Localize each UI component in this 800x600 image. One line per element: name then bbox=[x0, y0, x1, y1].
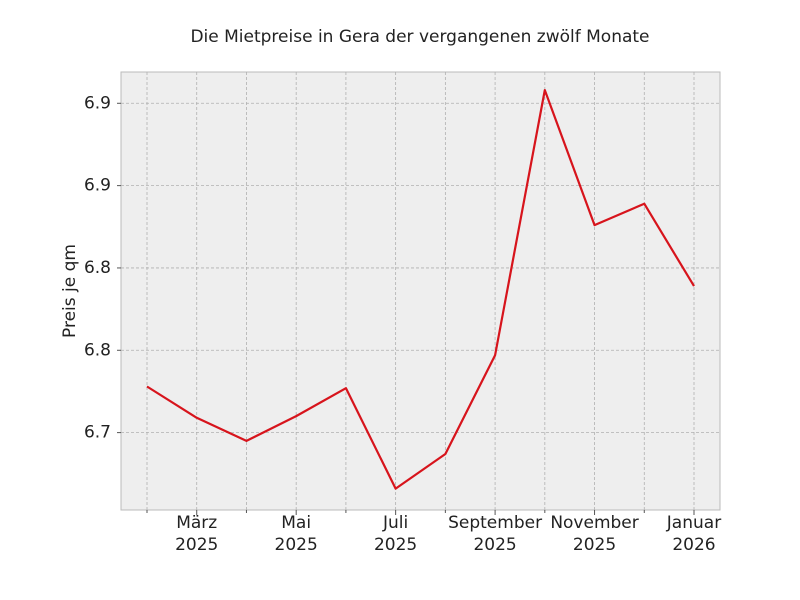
x-tick-label: Juli 2025 bbox=[373, 513, 418, 555]
y-tick-label: 6.8 bbox=[84, 258, 111, 278]
x-tick-label: Januar 2026 bbox=[666, 513, 722, 555]
plot-area bbox=[120, 71, 721, 511]
x-tick-label: November 2025 bbox=[550, 513, 639, 555]
y-tick-label: 6.9 bbox=[84, 176, 111, 196]
x-tick-label: März 2025 bbox=[175, 513, 219, 555]
chart-title: Die Mietpreise in Gera der vergangenen z… bbox=[190, 27, 649, 47]
y-axis-label: Preis je qm bbox=[60, 244, 80, 338]
y-tick-label: 6.8 bbox=[84, 340, 111, 360]
data-line bbox=[146, 89, 695, 490]
y-tick-label: 6.7 bbox=[84, 423, 111, 443]
x-tick-label: September 2025 bbox=[448, 513, 543, 555]
y-tick-label: 6.9 bbox=[84, 93, 111, 113]
x-tick-label: Mai 2025 bbox=[274, 513, 318, 555]
